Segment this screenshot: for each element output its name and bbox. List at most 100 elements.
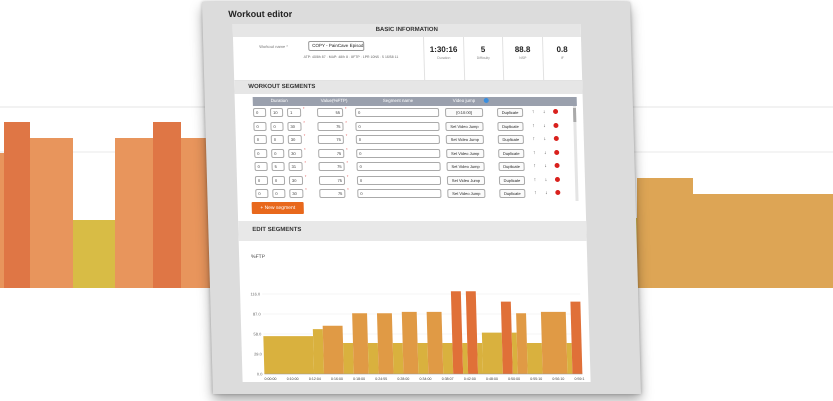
minutes-input[interactable]: 0 — [271, 148, 285, 158]
hours-input[interactable]: 0 — [254, 162, 268, 171]
chart-bar[interactable] — [511, 332, 518, 374]
seconds-input[interactable]: 1 — [286, 108, 302, 117]
duplicate-button[interactable]: Duplicate — [498, 162, 525, 171]
chart-bar[interactable] — [526, 342, 543, 374]
chart-bar[interactable] — [442, 342, 454, 374]
chart-bar[interactable] — [343, 342, 354, 374]
arrow-up-icon[interactable]: ↑ — [532, 122, 535, 129]
chart-bar[interactable] — [401, 311, 419, 375]
info-icon[interactable] — [483, 98, 489, 103]
segment-name-input[interactable]: 0 — [355, 135, 440, 144]
segment-name-input[interactable]: 0 — [356, 175, 442, 185]
ftp-value-input[interactable]: 75 — [317, 135, 344, 144]
seconds-input[interactable]: 30 — [288, 175, 304, 185]
chart-bar[interactable] — [312, 329, 325, 375]
video-jump-button[interactable]: Set Video Jump — [446, 162, 485, 171]
arrow-down-icon[interactable]: ↓ — [545, 190, 548, 196]
chart-bar[interactable] — [450, 291, 464, 374]
hours-input[interactable]: 0 — [254, 175, 269, 185]
segment-name-input[interactable]: 0 — [357, 189, 442, 198]
arrow-down-icon[interactable]: ↓ — [543, 149, 547, 156]
arrow-down-icon[interactable]: ↓ — [543, 122, 546, 129]
duplicate-button[interactable]: Duplicate — [499, 189, 526, 198]
arrow-up-icon[interactable]: ↑ — [534, 190, 537, 196]
chart-bar[interactable] — [481, 332, 503, 374]
delete-icon[interactable] — [552, 109, 559, 114]
ftp-value-input[interactable]: 75 — [317, 121, 344, 131]
video-jump-button[interactable]: Set Video Jump — [445, 121, 484, 131]
delete-icon[interactable] — [555, 190, 561, 195]
video-jump-button[interactable]: [0:10:00] — [444, 108, 484, 117]
workout-name-input[interactable]: COPY - PainCave Episode — [308, 41, 365, 51]
delete-icon[interactable] — [553, 136, 559, 141]
arrow-up-icon[interactable]: ↑ — [531, 109, 535, 115]
chart-bar[interactable] — [322, 325, 344, 374]
arrow-down-icon[interactable]: ↓ — [544, 163, 547, 169]
arrow-down-icon[interactable]: ↓ — [542, 109, 546, 115]
video-jump-button[interactable]: Set Video Jump — [446, 148, 485, 158]
chart-bar[interactable] — [263, 336, 315, 374]
chart-bar[interactable] — [426, 311, 444, 375]
hours-input[interactable]: 0 — [253, 121, 267, 131]
duplicate-button[interactable]: Duplicate — [496, 108, 524, 117]
seconds-input[interactable]: 30 — [287, 121, 302, 131]
hours-input[interactable]: 0 — [252, 108, 267, 117]
minutes-input[interactable]: 0 — [272, 189, 286, 198]
arrow-up-icon[interactable]: ↑ — [532, 136, 536, 142]
hours-input[interactable]: 0 — [254, 148, 268, 158]
arrow-up-icon[interactable]: ↑ — [532, 149, 536, 156]
segment-name-input[interactable]: 0 — [356, 148, 441, 158]
minutes-input[interactable]: 10 — [269, 108, 284, 117]
seconds-input[interactable]: 31 — [288, 162, 303, 171]
arrow-down-icon[interactable]: ↓ — [543, 136, 547, 142]
segment-name-input[interactable]: 0 — [355, 121, 440, 131]
seconds-input[interactable]: 30 — [289, 189, 304, 198]
chart-bar[interactable] — [516, 313, 528, 375]
chart-bar[interactable] — [417, 342, 429, 374]
segment-name-input[interactable]: 0 — [354, 108, 440, 117]
chart-bar[interactable] — [465, 291, 479, 374]
scrollbar-thumb[interactable] — [572, 108, 577, 122]
chart-bar[interactable] — [462, 342, 469, 374]
chart-bar[interactable] — [376, 313, 394, 375]
delete-icon[interactable] — [554, 163, 560, 168]
minutes-input[interactable]: 0 — [270, 135, 284, 144]
arrow-up-icon[interactable]: ↑ — [533, 176, 537, 183]
duplicate-button[interactable]: Duplicate — [498, 148, 525, 158]
ftp-value-input[interactable]: 55 — [316, 108, 344, 117]
video-jump-button[interactable]: Set Video Jump — [446, 175, 486, 185]
ftp-value-input[interactable]: 75 — [319, 189, 346, 198]
chart-bar[interactable] — [477, 342, 484, 374]
video-jump-button[interactable]: Set Video Jump — [447, 189, 486, 198]
new-segment-button[interactable]: + New segment — [251, 202, 304, 214]
arrow-up-icon[interactable]: ↑ — [533, 163, 536, 169]
ftp-value-input[interactable]: 75 — [318, 175, 346, 185]
hours-input[interactable]: 0 — [253, 135, 267, 144]
delete-icon[interactable] — [554, 149, 560, 155]
segments-scrollbar[interactable] — [572, 106, 579, 201]
delete-icon[interactable] — [554, 176, 561, 182]
chart-bar[interactable] — [367, 342, 379, 374]
ftp-value-input[interactable]: 75 — [318, 162, 345, 171]
chart-bar[interactable] — [500, 301, 513, 375]
delete-icon[interactable] — [553, 122, 559, 128]
minutes-input[interactable]: 0 — [271, 175, 286, 185]
video-jump-button[interactable]: Set Video Jump — [445, 135, 484, 144]
ftp-value-input[interactable]: 75 — [318, 148, 345, 158]
chart-bar[interactable] — [566, 342, 573, 374]
hours-input[interactable]: 0 — [255, 189, 269, 198]
chart-bar[interactable] — [570, 301, 583, 375]
chart-bar[interactable] — [352, 313, 369, 375]
minutes-input[interactable]: 0 — [270, 121, 284, 131]
segment-name-input[interactable]: 0 — [356, 162, 441, 171]
chart-bar[interactable] — [392, 342, 404, 374]
seconds-input[interactable]: 30 — [288, 148, 303, 158]
minutes-input[interactable]: 5 — [271, 162, 285, 171]
duplicate-button[interactable]: Duplicate — [498, 175, 526, 185]
segments-chart[interactable]: %FTP 0.0 29.0 58.0 87.0 116.0 0:00:00 0:10:00 0:… — [239, 244, 591, 382]
duplicate-button[interactable]: Duplicate — [497, 135, 524, 144]
seconds-input[interactable]: 30 — [287, 135, 302, 144]
chart-bar[interactable] — [540, 311, 568, 375]
arrow-down-icon[interactable]: ↓ — [544, 176, 548, 183]
duplicate-button[interactable]: Duplicate — [497, 121, 524, 131]
